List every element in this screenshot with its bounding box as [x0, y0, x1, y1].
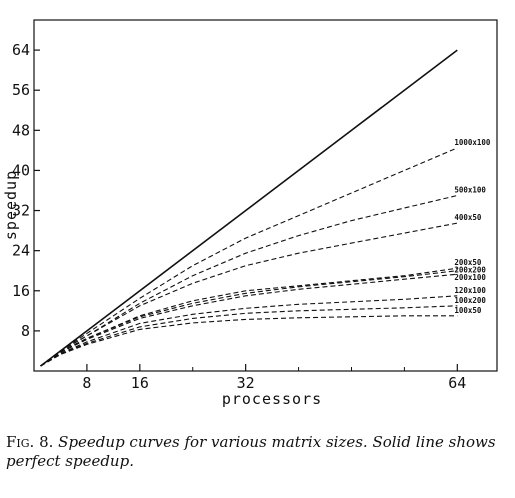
series-label-100x50: 100x50 — [454, 306, 482, 315]
figure-label: Fig. 8. — [6, 433, 54, 451]
series-layer — [40, 49, 458, 367]
series-line-200x50 — [40, 267, 458, 367]
series-line-200x100 — [40, 273, 458, 367]
y-tick-label-8: 8 — [21, 322, 30, 340]
series-line-100x200 — [40, 305, 458, 367]
series-label-1000x100: 1000x100 — [454, 138, 491, 147]
y-tick-label-32: 32 — [12, 202, 30, 220]
y-tick-label-16: 16 — [12, 282, 30, 300]
series-line-perfect — [40, 49, 458, 367]
series-label-200x100: 200x100 — [454, 273, 486, 282]
y-tick-label-56: 56 — [12, 81, 30, 99]
series-label-100x200: 100x200 — [454, 296, 486, 305]
series-line-200x200 — [40, 270, 458, 367]
series-label-500x100: 500x100 — [454, 186, 486, 195]
y-tick-label-48: 48 — [12, 121, 30, 139]
series-label-200x50: 200x50 — [454, 258, 482, 267]
x-tick-label-64: 64 — [448, 374, 466, 392]
y-tick-label-64: 64 — [12, 41, 30, 59]
series-line-120x100 — [40, 295, 458, 367]
speedup-chart: 8 16 32 64 8 16 24 32 40 48 56 64 1000x100 500x100 40… — [2, 19, 498, 408]
caption-text: Speedup curves for various matrix sizes.… — [6, 433, 496, 470]
series-label-200x200: 200x200 — [454, 266, 486, 275]
x-tick-label-32: 32 — [237, 374, 255, 392]
x-axis-title: processors — [222, 390, 322, 408]
series-label-layer: 1000x100 500x100 400x50 200x50200x200200x10… — [454, 138, 491, 315]
x-tick-label-16: 16 — [131, 374, 149, 392]
series-label-400x50: 400x50 — [454, 213, 482, 222]
figure-caption: Fig. 8. Speedup curves for various matri… — [6, 433, 506, 471]
series-line-100x50 — [40, 315, 458, 367]
y-axis-title: speedup — [2, 170, 20, 240]
series-label-120x100: 120x100 — [454, 286, 486, 295]
y-tick-label-40: 40 — [12, 161, 30, 179]
series-line-400x50 — [40, 222, 458, 367]
y-tick-label-24: 24 — [12, 242, 30, 260]
tick-layer: 8 16 32 64 8 16 24 32 40 48 56 64 — [12, 41, 466, 392]
plot-frame — [33, 19, 498, 372]
series-line-500x100 — [40, 194, 458, 367]
x-tick-label-8: 8 — [82, 374, 91, 392]
series-line-1000x100 — [40, 147, 458, 367]
